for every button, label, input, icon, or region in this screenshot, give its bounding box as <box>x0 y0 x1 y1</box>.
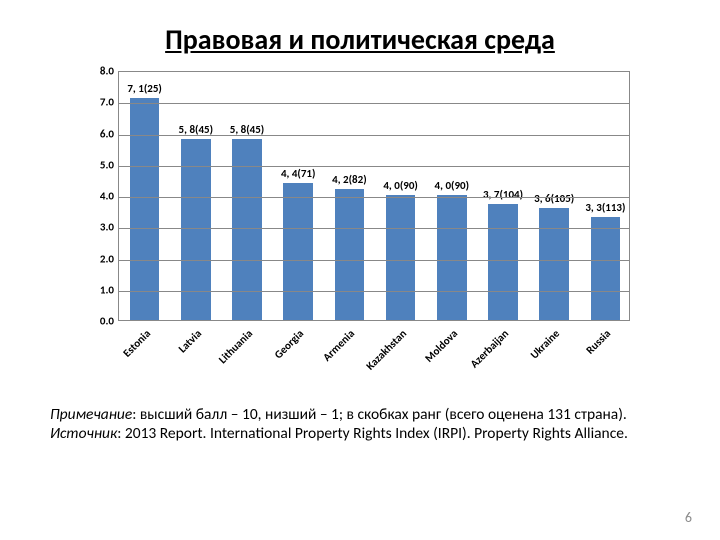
y-tick-label: 0.0 <box>80 315 114 328</box>
note-prim-label: Примечание <box>50 405 132 424</box>
x-tick-label: Armenia <box>321 327 358 364</box>
bar <box>283 183 313 321</box>
grid-line <box>119 135 629 136</box>
y-tick-label: 1.0 <box>80 283 114 296</box>
grid-line <box>119 103 629 104</box>
x-tick-label: Moldova <box>422 327 460 365</box>
slide-title: Правовая и политическая среда <box>50 22 670 57</box>
grid-line <box>119 228 629 229</box>
x-tick-label: Russia <box>584 327 614 357</box>
x-tick-label: Ukraine <box>528 327 562 361</box>
bar <box>335 189 365 320</box>
plot-area: 7, 1(25)5, 8(45)5, 8(45)4, 4(71)4, 2(82)… <box>118 71 630 321</box>
x-tick-label: Lithuania <box>216 327 255 366</box>
x-tick-label: Kazakhstan <box>363 327 409 373</box>
bar-value-label: 7, 1(25) <box>105 82 185 95</box>
y-tick-label: 4.0 <box>80 190 114 203</box>
x-tick-label: Latvia <box>176 327 204 355</box>
bar <box>591 217 621 320</box>
bar-chart: 7, 1(25)5, 8(45)5, 8(45)4, 4(71)4, 2(82)… <box>80 71 640 371</box>
bar-value-label: 3, 3(113) <box>565 201 645 214</box>
grid-line <box>119 291 629 292</box>
bar <box>437 195 467 320</box>
x-tick-label: Azerbaijan <box>468 327 511 370</box>
y-tick-label: 5.0 <box>80 158 114 171</box>
x-tick-label: Georgia <box>272 327 306 361</box>
bar <box>539 208 569 321</box>
y-tick-label: 7.0 <box>80 96 114 109</box>
bar <box>386 195 416 320</box>
y-tick-label: 6.0 <box>80 127 114 140</box>
x-tick-label: Estonia <box>120 327 153 360</box>
y-tick-label: 8.0 <box>80 65 114 78</box>
page-number: 6 <box>685 509 692 526</box>
x-axis-labels: Estonia Latvia Lithuania Georgia ArmeniaKaza… <box>118 321 630 371</box>
y-tick-label: 2.0 <box>80 252 114 265</box>
grid-line <box>119 166 629 167</box>
footnote: Примечание: высший балл – 10, низший – 1… <box>50 405 670 444</box>
note-src-label: Источник <box>50 424 117 443</box>
note-prim-text: : высший балл – 10, низший – 1; в скобка… <box>132 405 627 424</box>
bar <box>488 204 518 320</box>
grid-line <box>119 260 629 261</box>
slide: Правовая и политическая среда 7, 1(25)5,… <box>0 0 720 540</box>
grid-line <box>119 197 629 198</box>
note-src-text: : 2013 Report. International Property Ri… <box>117 424 628 443</box>
bars-layer: 7, 1(25)5, 8(45)5, 8(45)4, 4(71)4, 2(82)… <box>119 72 629 320</box>
y-tick-label: 3.0 <box>80 221 114 234</box>
